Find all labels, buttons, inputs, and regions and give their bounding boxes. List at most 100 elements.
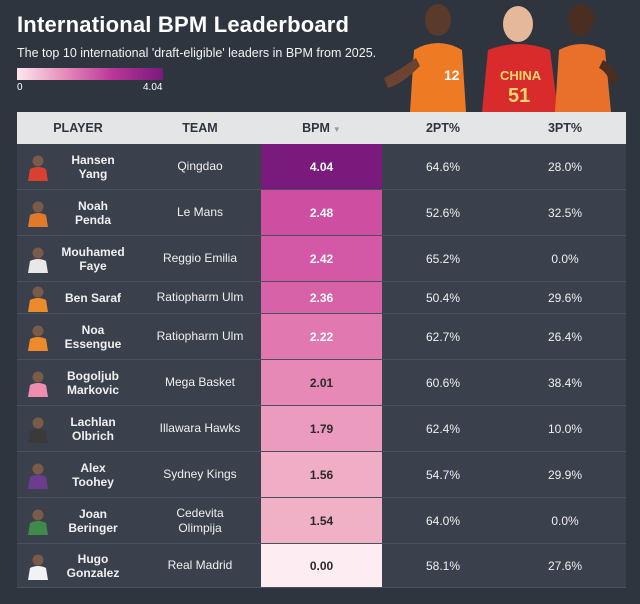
table-row[interactable]: Mouhamed Faye Reggio Emilia 2.42 65.2% 0.0% (17, 236, 626, 282)
header-3pt[interactable]: 3PT% (547, 121, 583, 135)
bpm-value: 0.00 (261, 544, 382, 587)
scale-min-label: 0 (17, 82, 23, 93)
player-name-line: Beringer (68, 520, 118, 535)
player-name-line: Lachlan (70, 414, 116, 429)
player-name-line: Markovic (66, 382, 120, 397)
bpm-value: 2.36 (261, 282, 382, 313)
header-2pt[interactable]: 2PT% (425, 121, 461, 135)
three-pt-pct: 27.6% (547, 558, 583, 573)
three-pt-pct: 26.4% (547, 329, 583, 344)
three-pt-pct: 32.5% (547, 205, 583, 220)
bpm-value: 4.04 (261, 144, 382, 189)
player-name-line: Essengue (64, 336, 122, 351)
three-pt-pct: 0.0% (551, 251, 579, 266)
header-bpm[interactable]: BPM ▼ (261, 112, 382, 144)
player-name: Mouhamed Faye (47, 236, 139, 281)
chart-subtitle: The top 10 international 'draft-eligible… (17, 46, 377, 60)
bpm-value: 2.48 (261, 190, 382, 235)
team-name-line: Olimpija (178, 520, 222, 535)
player-avatar (25, 507, 51, 535)
three-pt-pct: 29.6% (547, 290, 583, 305)
player-name: Alex Toohey (47, 452, 139, 497)
player-name: Joan Beringer (47, 498, 139, 543)
two-pt-pct: 50.4% (425, 290, 461, 305)
scale-max-label: 4.04 (143, 82, 163, 93)
player-name-line: Yang (78, 166, 108, 181)
header-player[interactable]: PLAYER (53, 121, 103, 135)
team-name: Ratiopharm Ulm (139, 314, 261, 359)
team-name-line: Qingdao (177, 159, 223, 173)
player-name-line: Hugo (77, 551, 109, 566)
team-name-line: Le Mans (176, 205, 224, 219)
table-row[interactable]: Hansen Yang Qingdao 4.04 64.6% 28.0% (17, 144, 626, 190)
bpm-value: 1.79 (261, 406, 382, 451)
team-name-line: Reggio Emilia (162, 251, 238, 265)
jersey-number-left: 12 (444, 67, 460, 83)
table-row[interactable]: Noah Penda Le Mans 2.48 52.6% 32.5% (17, 190, 626, 236)
player-avatar (25, 284, 51, 312)
table-row[interactable]: Lachlan Olbrich Illawara Hawks 1.79 62.4% 10.… (17, 406, 626, 452)
table-row[interactable]: Noa Essengue Ratiopharm Ulm 2.22 62.7% 26.4% (17, 314, 626, 360)
player-name-line: Penda (74, 212, 111, 227)
chart-title: International BPM Leaderboard (17, 12, 350, 37)
three-pt-pct: 28.0% (547, 159, 583, 174)
bpm-value: 2.22 (261, 314, 382, 359)
team-name-line: Ratiopharm Ulm (156, 329, 244, 343)
player-photo-left: 12 (380, 0, 480, 112)
team-name: Ratiopharm Ulm (139, 282, 261, 313)
three-pt-pct: 10.0% (547, 421, 583, 436)
bpm-value: 1.56 (261, 452, 382, 497)
player-avatar (25, 415, 51, 443)
player-name-line: Hansen (71, 152, 115, 167)
team-name-line: Mega Basket (164, 375, 236, 389)
table-header: PLAYER TEAM BPM ▼ 2PT% 3PT% (17, 112, 626, 144)
two-pt-pct: 65.2% (425, 251, 461, 266)
player-avatar (25, 153, 51, 181)
team-name: Qingdao (139, 144, 261, 189)
player-avatar (25, 552, 51, 580)
team-name: Reggio Emilia (139, 236, 261, 281)
two-pt-pct: 62.7% (425, 329, 461, 344)
bpm-value: 2.42 (261, 236, 382, 281)
three-pt-pct: 29.9% (547, 467, 583, 482)
three-pt-pct: 0.0% (551, 513, 579, 528)
player-name: Hansen Yang (47, 144, 139, 189)
player-avatar (25, 199, 51, 227)
table-row[interactable]: Joan Beringer Cedevita Olimpija 1.54 64.0% 0.0… (17, 498, 626, 544)
team-name-line: Real Madrid (167, 558, 233, 572)
player-name: Noa Essengue (47, 314, 139, 359)
player-name: Lachlan Olbrich (47, 406, 139, 451)
player-photo-right (545, 0, 625, 112)
table-row[interactable]: Bogoljub Markovic Mega Basket 2.01 60.6% 38.4… (17, 360, 626, 406)
player-name: Hugo Gonzalez (47, 544, 139, 587)
player-name-line: Noa (81, 322, 105, 337)
team-name-line: Cedevita (176, 505, 224, 520)
table-row[interactable]: Hugo Gonzalez Real Madrid 0.00 58.1% 27.6% (17, 544, 626, 588)
team-name: Illawara Hawks (139, 406, 261, 451)
two-pt-pct: 60.6% (425, 375, 461, 390)
player-name: Noah Penda (47, 190, 139, 235)
player-name-line: Olbrich (71, 428, 114, 443)
sort-down-icon: ▼ (332, 125, 341, 134)
two-pt-pct: 58.1% (425, 558, 461, 573)
jersey-text-china: CHINA (500, 68, 542, 83)
player-name-line: Faye (79, 258, 107, 273)
player-avatar (25, 245, 51, 273)
table-row[interactable]: Ben Saraf Ratiopharm Ulm 2.36 50.4% 29.6% (17, 282, 626, 314)
player-avatar (25, 323, 51, 351)
player-name: Ben Saraf (47, 282, 139, 313)
team-name: Sydney Kings (139, 452, 261, 497)
player-name-line: Noah (77, 198, 108, 213)
team-name-line: Ratiopharm Ulm (156, 290, 244, 304)
player-name-line: Mouhamed (61, 244, 125, 259)
player-name-line: Bogoljub (67, 368, 119, 383)
jersey-number-center: 51 (508, 85, 530, 107)
team-name: Real Madrid (139, 544, 261, 587)
header-team[interactable]: TEAM (182, 121, 218, 135)
two-pt-pct: 52.6% (425, 205, 461, 220)
player-name-line: Joan (78, 506, 107, 521)
header-bpm-label: BPM (302, 121, 330, 135)
player-name-line: Alex (80, 460, 106, 475)
player-avatar (25, 461, 51, 489)
table-row[interactable]: Alex Toohey Sydney Kings 1.56 54.7% 29.9% (17, 452, 626, 498)
